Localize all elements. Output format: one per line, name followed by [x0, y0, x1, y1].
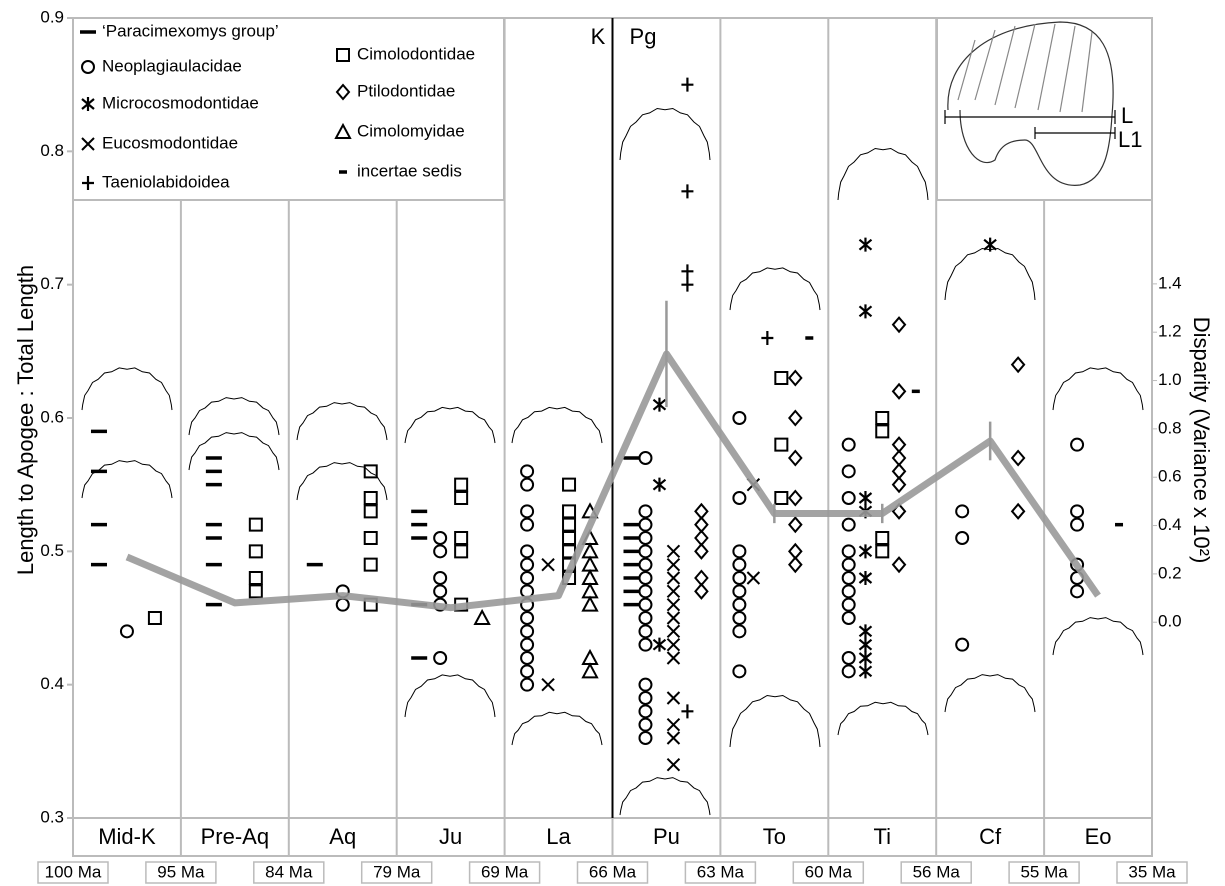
y2-tick-label: 0.0 [1158, 612, 1182, 631]
age-label: 55 Ma [1020, 862, 1068, 881]
y-axis-label: Length to Apogee : Total Length [13, 265, 38, 575]
category-label: Eo [1085, 824, 1112, 849]
age-label: 56 Ma [913, 862, 961, 881]
age-label: 69 Ma [481, 862, 529, 881]
y2-axis-label: Disparity (Variance x 10²) [1189, 317, 1214, 564]
legend-label: Cimolodontidae [357, 44, 475, 63]
y-tick-label: 0.5 [40, 541, 64, 560]
y2-tick-label: 0.2 [1158, 563, 1182, 582]
age-label: 84 Ma [265, 862, 313, 881]
y-tick-label: 0.4 [40, 674, 64, 693]
chart: Length to Apogee : Total Length Disparit… [0, 0, 1225, 886]
age-label: 63 Ma [697, 862, 745, 881]
inset-label: L1 [1118, 127, 1142, 152]
legend-label: Taeniolabidoidea [102, 172, 230, 191]
y-tick-label: 0.3 [40, 807, 64, 826]
age-label: 66 Ma [589, 862, 637, 881]
category-label: Cf [979, 824, 1002, 849]
category-label: Aq [329, 824, 356, 849]
legend-label: Eucosmodontidae [102, 133, 238, 152]
legend-label: Microcosmodontidae [102, 93, 259, 112]
y2-tick-label: 0.6 [1158, 467, 1182, 486]
boundary-annotation: Pg [630, 24, 657, 49]
y-tick-label: 0.7 [40, 274, 64, 293]
category-label: To [763, 824, 786, 849]
category-label: Pu [653, 824, 680, 849]
category-label: Ju [439, 824, 462, 849]
y2-tick-label: 1.2 [1158, 322, 1182, 341]
y-tick-label: 0.8 [40, 141, 64, 160]
age-label: 79 Ma [373, 862, 421, 881]
y2-tick-label: 0.8 [1158, 418, 1182, 437]
category-label: Pre-Aq [201, 824, 269, 849]
age-label: 100 Ma [45, 862, 102, 881]
age-label: 35 Ma [1128, 862, 1176, 881]
legend-label: Ptilodontidae [357, 81, 455, 100]
category-label: Mid-K [98, 824, 156, 849]
legend-label: Cimolomyidae [357, 121, 465, 140]
y-tick-label: 0.9 [40, 7, 64, 26]
category-label: La [546, 824, 571, 849]
y2-tick-label: 1.4 [1158, 273, 1182, 292]
legend-label: Neoplagiaulacidae [102, 56, 242, 75]
category-label: Ti [873, 824, 891, 849]
legend-label: ‘Paracimexomys group’ [102, 21, 279, 40]
y2-tick-label: 0.4 [1158, 515, 1182, 534]
age-label: 60 Ma [805, 862, 853, 881]
legend-label: incertae sedis [357, 161, 462, 180]
age-label: 95 Ma [157, 862, 205, 881]
y-tick-label: 0.6 [40, 407, 64, 426]
inset-label: L [1121, 103, 1133, 128]
y2-tick-label: 1.0 [1158, 370, 1182, 389]
boundary-annotation: K [591, 24, 606, 49]
